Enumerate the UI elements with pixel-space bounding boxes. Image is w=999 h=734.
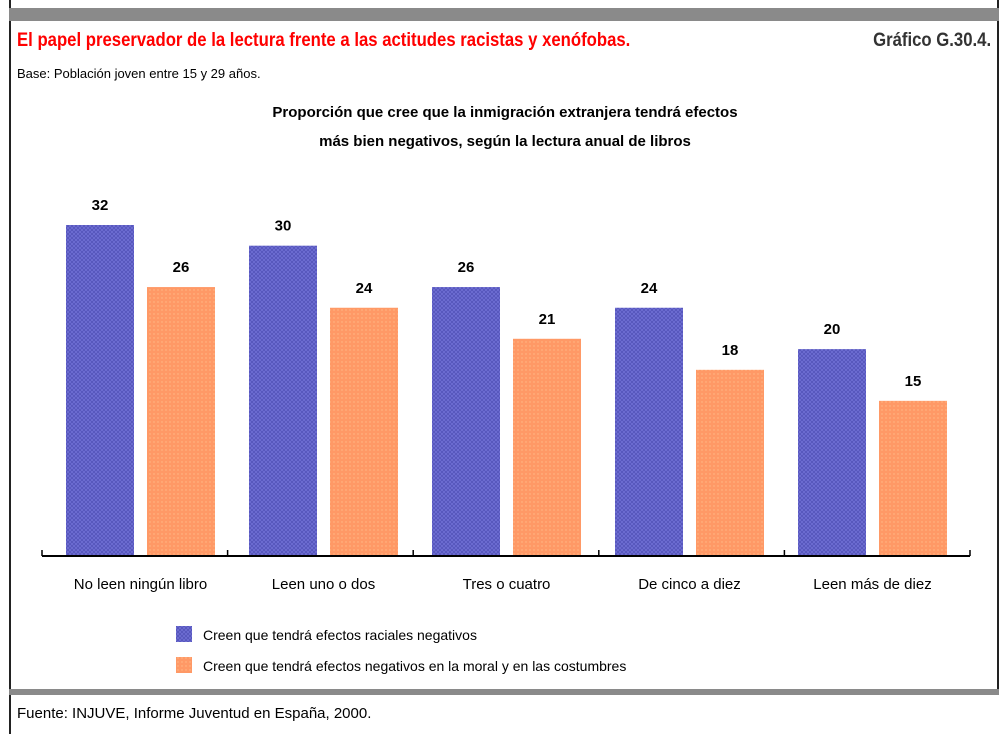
category-label-5: Leen más de diez [813,576,931,593]
legend-label-series-2: Creen que tendrá efectos negativos en la… [203,658,626,674]
bar-2-3 [513,338,581,556]
legend-swatch-series-2 [176,657,192,673]
x-axis-ticks [41,550,971,556]
top-header-bar [9,8,999,21]
bar-1-5 [798,349,866,556]
value-labels-group: 32 26 30 24 26 21 24 18 20 15 [92,197,922,390]
value-label-1-3: 26 [458,259,475,276]
legend-label-series-1: Creen que tendrá efectos raciales negati… [203,627,477,643]
bar-2-5 [879,400,947,556]
bar-1-2 [249,245,317,556]
value-label-1-1: 32 [92,197,109,214]
frame-left-border [9,0,11,734]
category-label-1: No leen ningún libro [74,576,207,593]
source-note: Fuente: INJUVE, Informe Juventud en Espa… [17,705,372,722]
bar-1-3 [432,287,500,556]
bar-1-4 [615,307,683,556]
chart-subtitle-line-2: más bien negativos, según la lectura anu… [319,133,691,150]
frame-right-border [997,0,999,690]
value-label-2-2: 24 [356,280,373,297]
value-label-2-5: 15 [905,373,922,390]
category-label-3: Tres o cuatro [463,576,551,593]
value-label-2-3: 21 [539,311,556,328]
bar-chart: Proporción que cree que la inmigración e… [41,104,971,674]
chart-subtitle-line-1: Proporción que cree que la inmigración e… [272,104,737,121]
category-label-4: De cinco a diez [638,576,741,593]
main-title: El papel preservador de la lectura frent… [17,30,631,51]
category-label-2: Leen uno o dos [272,576,375,593]
value-label-1-4: 24 [641,280,658,297]
value-label-2-4: 18 [722,342,739,359]
bar-2-4 [696,369,764,556]
base-note: Base: Población joven entre 15 y 29 años… [17,66,261,81]
bar-2-1 [147,287,215,556]
bars-group [66,225,947,556]
bar-1-1 [66,225,134,556]
value-label-1-2: 30 [275,218,292,235]
value-label-2-1: 26 [173,259,190,276]
category-labels-group: No leen ningún libro Leen uno o dos Tres o… [74,576,932,593]
bar-2-2 [330,307,398,556]
legend-swatch-series-1 [176,626,192,642]
bottom-footer-bar [9,689,999,695]
chart-code: Gráfico G.30.4. [872,30,991,51]
legend: Creen que tendrá efectos raciales negati… [176,626,626,674]
value-label-1-5: 20 [824,321,841,338]
